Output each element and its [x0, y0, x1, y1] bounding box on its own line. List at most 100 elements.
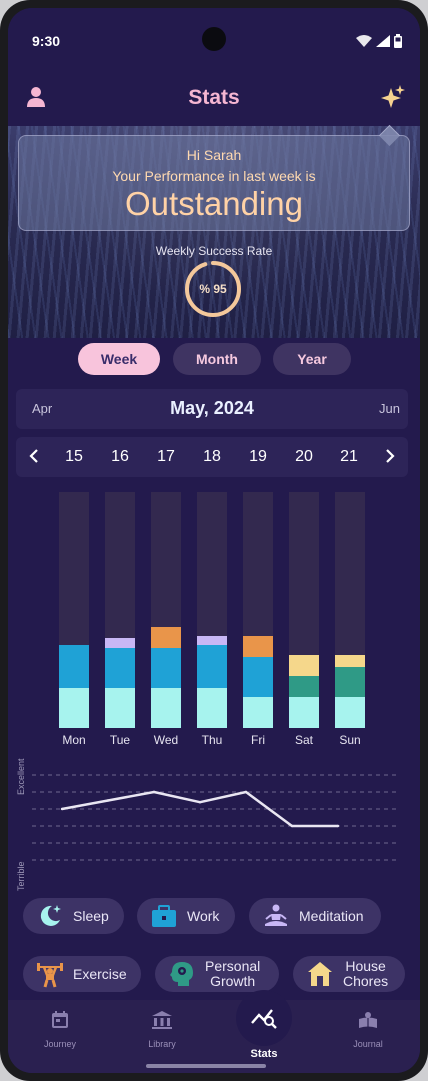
performance-rating: Outstanding [125, 185, 303, 222]
home-indicator [146, 1064, 266, 1068]
month-navigator: Apr May, 2024 Jun [16, 389, 408, 429]
line-chart-svg [32, 774, 398, 861]
success-rate-label: Weekly Success Rate [155, 244, 273, 258]
bar-label-wed: Wed [153, 733, 179, 747]
bar-label-thu: Thu [201, 733, 223, 747]
briefcase-icon [149, 901, 179, 931]
nav-label: Library [148, 1039, 176, 1049]
category-personal-growth[interactable]: Personal Growth [155, 956, 279, 992]
day-21[interactable]: 21 [340, 448, 358, 465]
day-15[interactable]: 15 [65, 448, 83, 465]
bar-segment-work [197, 645, 227, 688]
performance-message: Your Performance in last week is [112, 168, 316, 184]
bar-track-tue [105, 492, 135, 728]
day-17[interactable]: 17 [157, 448, 175, 465]
category-meditation[interactable]: Meditation [249, 898, 381, 934]
bar-segment-personal-growth [289, 676, 319, 698]
mood-point-mon [60, 807, 64, 811]
greeting-text: Hi Sarah [186, 147, 242, 163]
bar-segment-work [151, 647, 181, 688]
journal-icon [359, 1012, 377, 1028]
status-bar: 9:30 [8, 8, 420, 70]
weightlifter-icon [35, 959, 65, 989]
stacked-bar-chart: Mon Tue Wed Thu Fri Sat Sun [8, 484, 420, 756]
category-sleep[interactable]: Sleep [23, 898, 124, 934]
mood-point-fri [244, 790, 248, 794]
bar-track-mon [59, 492, 89, 728]
next-month-button[interactable]: Jun [379, 401, 400, 416]
house-icon [305, 959, 335, 989]
chevron-left-icon[interactable] [28, 446, 40, 471]
bar-segment-exercise [243, 635, 273, 658]
sparkle-icon[interactable] [380, 84, 406, 115]
nav-label: Journey [43, 1039, 77, 1049]
mood-point-thu [198, 801, 202, 804]
bar-segment-exercise [151, 626, 181, 648]
tab-year[interactable]: Year [273, 343, 351, 375]
chevron-right-icon[interactable] [384, 446, 396, 471]
front-camera [202, 27, 226, 51]
bar-segment-sleep [243, 697, 273, 728]
bar-segment-sleep [335, 697, 365, 728]
day-18[interactable]: 18 [203, 448, 221, 465]
nav-library[interactable]: Library [127, 1010, 197, 1049]
mood-point-tue [106, 799, 110, 802]
category-exercise[interactable]: Exercise [23, 956, 141, 992]
brain-head-icon [167, 959, 197, 989]
bar-segment-meditation [197, 635, 227, 646]
user-icon[interactable] [26, 86, 46, 113]
moon-icon [35, 901, 65, 931]
day-16[interactable]: 16 [111, 448, 129, 465]
current-month: May, 2024 [170, 398, 254, 418]
category-label: Exercise [73, 965, 127, 982]
bar-label-sat: Sat [294, 733, 313, 747]
category-house-chores[interactable]: House Chores [293, 956, 405, 992]
top-app-bar: Stats [8, 70, 420, 126]
success-rate-value: % 95 [199, 282, 227, 296]
category-label: Meditation [299, 907, 364, 924]
bar-segment-meditation [105, 638, 135, 648]
y-label-bottom: Terrible [16, 861, 26, 891]
bar-label-fri: Fri [251, 733, 265, 747]
nav-journal[interactable]: Journal [333, 1010, 403, 1049]
prev-month-button[interactable]: Apr [32, 401, 53, 416]
day-19[interactable]: 19 [249, 448, 267, 465]
status-time: 9:30 [32, 33, 61, 49]
bar-segment-work [243, 657, 273, 698]
bar-segment-work [105, 647, 135, 688]
category-work[interactable]: Work [137, 898, 235, 934]
bar-segment-sleep [197, 687, 227, 728]
bar-label-tue: Tue [109, 733, 131, 747]
bar-track-sat [289, 492, 319, 728]
calendar-icon [52, 1011, 68, 1028]
category-label: House Chores [343, 958, 389, 989]
mood-point-sun [336, 824, 340, 828]
bar-segment-sleep [59, 687, 89, 728]
battery-icon [394, 34, 402, 48]
bar-track-thu [197, 492, 227, 728]
stats-icon [251, 1009, 277, 1029]
tab-week[interactable]: Week [78, 343, 160, 375]
mood-point-sat [290, 824, 294, 828]
nav-stats-circle[interactable] [236, 990, 292, 1046]
category-legend: Sleep Work Meditation Exercise Personal G… [8, 898, 420, 998]
bar-segment-house-chores [289, 654, 319, 677]
category-label: Sleep [73, 907, 109, 924]
bar-label-sun: Sun [339, 733, 361, 747]
success-rate-gauge [185, 261, 241, 317]
day-20[interactable]: 20 [295, 448, 313, 465]
bar-label-mon: Mon [62, 733, 86, 747]
tab-month[interactable]: Month [173, 343, 261, 375]
y-label-top: Excellent [16, 758, 26, 795]
category-label: Personal Growth [205, 958, 261, 989]
nav-journey[interactable]: Journey [25, 1010, 95, 1049]
meditation-icon [261, 901, 291, 931]
nav-stats-label[interactable]: Stats [250, 1048, 278, 1060]
bar-segment-sleep [289, 697, 319, 728]
bar-segment-sleep [105, 687, 135, 728]
period-selector: Week Month Year [8, 343, 420, 377]
page-title: Stats [188, 86, 240, 109]
day-navigator: 15 16 17 18 19 20 21 [16, 437, 408, 477]
bottom-navigation: Journey Library Stats Journal [8, 990, 420, 1073]
